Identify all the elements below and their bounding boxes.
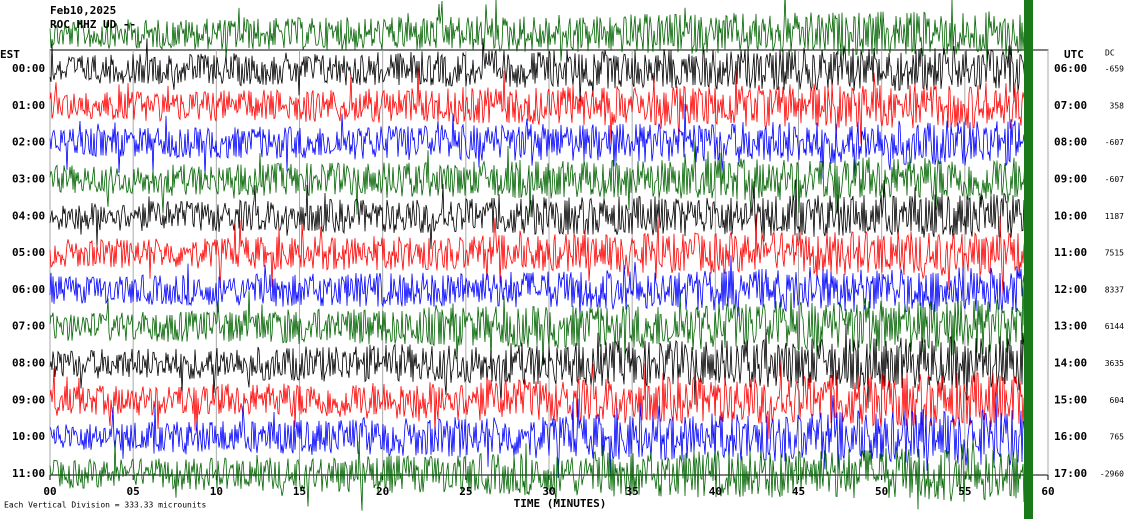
dc-value: 8337 [1105,285,1124,294]
x-tick-label: 45 [792,485,805,498]
dc-value: 604 [1110,396,1125,405]
trace [49,0,1029,67]
dc-value: -659 [1105,65,1124,74]
utc-hour: 16:00 [1054,430,1087,443]
dc-value: 7515 [1105,249,1124,258]
est-hour: 02:00 [12,136,45,149]
trace [49,68,1029,145]
x-tick-label: 60 [1041,485,1054,498]
trace [49,28,1029,102]
dc-value: -607 [1105,138,1124,147]
x-tick-label: 50 [875,485,888,498]
utc-hour: 12:00 [1054,283,1087,296]
est-label: EST [0,48,20,61]
dc-value: 765 [1110,433,1125,442]
trace [49,255,1029,320]
est-hour: 08:00 [12,357,45,370]
x-tick-label: 20 [376,485,389,498]
x-axis-label: TIME (MINUTES) [514,497,607,510]
labels: 00 05 10 15 20 25 30 35 40 45 50 55 60 00:00 06:00 -659… [12,62,1124,498]
trace [49,178,1029,250]
utc-hour: 06:00 [1054,62,1087,75]
utc-hour: 09:00 [1054,172,1087,185]
utc-hour: 11:00 [1054,246,1087,259]
x-tick-label: 15 [293,485,306,498]
trace [49,440,1029,511]
est-hour: 01:00 [12,99,45,112]
trace [49,213,1029,295]
utc-hour: 07:00 [1054,99,1087,112]
trace [49,279,1029,366]
green-band [1024,0,1033,519]
x-tick-label: 05 [127,485,140,498]
footer: Each Vertical Division = 333.33 microuni… [4,501,206,510]
dc-value: 3635 [1105,359,1124,368]
utc-hour: 10:00 [1054,209,1087,222]
dc-value: 1187 [1105,212,1124,221]
x-tick-label: 00 [43,485,56,498]
dc-value: -607 [1105,175,1124,184]
x-tick-label: 30 [542,485,555,498]
utc-hour: 14:00 [1054,357,1087,370]
dc-value: 6144 [1105,322,1124,331]
trace [49,361,1029,440]
x-tick-label: 25 [459,485,472,498]
x-tick-label: 10 [210,485,223,498]
x-tick-label: 40 [709,485,722,498]
dc-label: DC [1105,49,1115,58]
est-hour: 09:00 [12,393,45,406]
utc-hour: 15:00 [1054,393,1087,406]
est-hour: 05:00 [12,246,45,259]
dc-value: -2960 [1100,470,1124,479]
utc-hour: 17:00 [1054,467,1087,480]
x-tick-label: 35 [626,485,639,498]
est-hour: 00:00 [12,62,45,75]
trace [49,103,1029,179]
utc-label: UTC [1064,48,1084,61]
dc-value: 358 [1110,101,1125,110]
trace [49,141,1029,218]
est-hour: 04:00 [12,209,45,222]
date: Feb10,2025 [50,4,116,17]
est-hour: 03:00 [12,172,45,185]
est-hour: 07:00 [12,320,45,333]
trace [49,393,1029,479]
utc-hour: 08:00 [1054,136,1087,149]
traces [49,0,1029,511]
utc-hour: 13:00 [1054,320,1087,333]
station: ROC HHZ UD -- [50,18,136,31]
x-tick-label: 55 [958,485,971,498]
est-hour: 06:00 [12,283,45,296]
trace [49,323,1029,409]
est-hour: 10:00 [12,430,45,443]
est-hour: 11:00 [12,467,45,480]
